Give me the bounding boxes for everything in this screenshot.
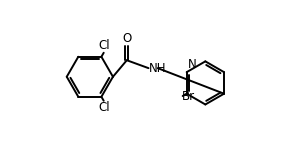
- Text: O: O: [122, 32, 131, 45]
- Text: Cl: Cl: [98, 101, 110, 114]
- Text: N: N: [188, 58, 197, 71]
- Text: Cl: Cl: [98, 39, 110, 52]
- Text: NH: NH: [149, 62, 167, 75]
- Text: Br: Br: [182, 90, 195, 102]
